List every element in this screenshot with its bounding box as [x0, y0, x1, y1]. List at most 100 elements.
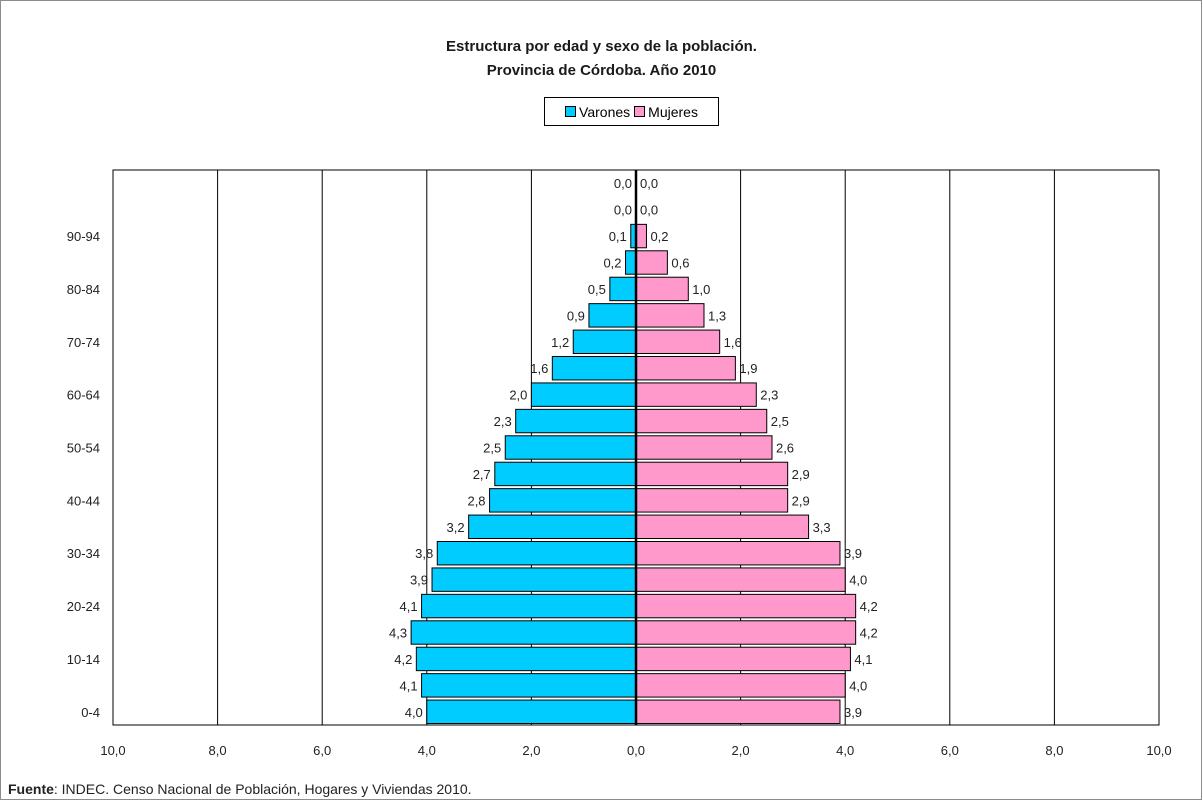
- label-males-40-44: 2,8: [467, 493, 485, 508]
- label-males-65-69: 1,6: [530, 361, 548, 376]
- label-males-100+: 0,0: [614, 176, 632, 191]
- x-tick-label: 2,0: [522, 743, 540, 758]
- source-text: : INDEC. Censo Nacional de Población, Ho…: [53, 781, 472, 797]
- bar-females-40-44: [635, 488, 789, 513]
- bar-males-60-64: [530, 382, 637, 407]
- bar-females-80-84: [635, 276, 689, 302]
- label-males-95-99: 0,0: [614, 203, 632, 218]
- x-tick-label: 10,0: [100, 743, 125, 758]
- label-males-85-89: 0,2: [603, 256, 621, 271]
- bar-males-80-84: [609, 276, 637, 302]
- label-males-45-49: 2,7: [473, 467, 491, 482]
- legend: Varones Mujeres: [544, 97, 719, 126]
- bar-females-0-4: [635, 699, 841, 724]
- label-females-90-94: 0,2: [650, 229, 668, 244]
- bar-males-15-19: [410, 620, 637, 645]
- bar-females-15-19: [635, 620, 857, 645]
- label-males-90-94: 0,1: [609, 229, 627, 244]
- bar-males-20-24: [421, 593, 637, 619]
- label-females-40-44: 2,9: [792, 493, 810, 508]
- y-category-label: 40-44: [67, 493, 100, 508]
- label-males-35-39: 3,2: [447, 520, 465, 535]
- bar-females-45-49: [635, 461, 789, 487]
- label-females-55-59: 2,5: [771, 414, 789, 429]
- bar-females-25-29: [635, 567, 846, 592]
- legend-label-males: Varones: [579, 103, 631, 120]
- label-females-65-69: 1,9: [739, 361, 757, 376]
- label-females-20-24: 4,2: [860, 599, 878, 614]
- y-category-label: 30-34: [67, 546, 100, 561]
- chart-title-line2: Provincia de Córdoba. Año 2010: [486, 62, 717, 79]
- bar-males-45-49: [494, 461, 637, 487]
- bar-females-10-14: [635, 646, 851, 672]
- label-males-55-59: 2,3: [494, 414, 512, 429]
- x-tick-label: 6,0: [941, 743, 959, 758]
- bar-females-85-89: [635, 250, 668, 275]
- bar-females-50-54: [635, 435, 773, 460]
- label-males-60-64: 2,0: [509, 388, 527, 403]
- x-tick-label: 8,0: [209, 743, 227, 758]
- chart-title-line1: Estructura por edad y sexo de la poblaci…: [446, 38, 757, 55]
- bar-females-60-64: [635, 382, 757, 407]
- x-tick-label: 8,0: [1045, 743, 1063, 758]
- source-note: Fuente: INDEC. Censo Nacional de Poblaci…: [8, 781, 472, 797]
- bar-females-90-94: [635, 223, 647, 249]
- label-females-50-54: 2,6: [776, 441, 794, 456]
- legend-item-females: Mujeres: [634, 104, 698, 120]
- x-tick-label: 4,0: [836, 743, 854, 758]
- bar-males-55-59: [515, 408, 637, 434]
- bar-males-70-74: [572, 329, 637, 355]
- label-males-20-24: 4,1: [399, 599, 417, 614]
- label-females-0-4: 3,9: [844, 705, 862, 720]
- bar-females-70-74: [635, 329, 721, 355]
- bar-males-40-44: [489, 488, 637, 513]
- label-females-95-99: 0,0: [640, 203, 658, 218]
- x-tick-label: 0,0: [627, 743, 645, 758]
- x-tick-label: 10,0: [1146, 743, 1171, 758]
- y-category-label: 70-74: [67, 335, 100, 350]
- bar-females-30-34: [635, 541, 841, 566]
- bar-females-75-79: [635, 303, 705, 328]
- label-males-15-19: 4,3: [389, 626, 407, 641]
- label-females-25-29: 4,0: [849, 573, 867, 588]
- bar-males-5-9: [421, 673, 637, 698]
- source-label: Fuente: [8, 781, 54, 797]
- label-females-100+: 0,0: [640, 176, 658, 191]
- label-males-25-29: 3,9: [410, 573, 428, 588]
- label-females-35-39: 3,3: [813, 520, 831, 535]
- x-tick-label: 2,0: [732, 743, 750, 758]
- y-category-label: 20-24: [67, 599, 100, 614]
- label-males-10-14: 4,2: [394, 652, 412, 667]
- bar-females-20-24: [635, 593, 857, 619]
- label-females-75-79: 1,3: [708, 308, 726, 323]
- label-females-85-89: 0,6: [671, 256, 689, 271]
- y-category-label: 60-64: [67, 388, 100, 403]
- bar-males-75-79: [588, 303, 637, 328]
- label-females-45-49: 2,9: [792, 467, 810, 482]
- label-females-10-14: 4,1: [854, 652, 872, 667]
- legend-item-males: Varones: [565, 104, 630, 120]
- bar-males-65-69: [551, 356, 637, 381]
- bar-males-85-89: [625, 250, 637, 275]
- x-tick-label: 6,0: [313, 743, 331, 758]
- legend-swatch-males: [565, 106, 577, 117]
- bar-females-35-39: [635, 514, 810, 539]
- bar-males-10-14: [415, 646, 637, 672]
- label-females-60-64: 2,3: [760, 388, 778, 403]
- y-category-label: 90-94: [67, 229, 100, 244]
- label-males-30-34: 3,8: [415, 546, 433, 561]
- bar-females-5-9: [635, 673, 846, 698]
- y-category-label: 10-14: [67, 652, 100, 667]
- bar-males-30-34: [436, 541, 637, 566]
- bar-males-0-4: [426, 699, 637, 724]
- label-females-5-9: 4,0: [849, 678, 867, 693]
- bar-males-50-54: [504, 435, 637, 460]
- y-category-label: 0-4: [81, 705, 100, 720]
- bar-females-55-59: [635, 408, 768, 434]
- label-males-50-54: 2,5: [483, 441, 501, 456]
- y-category-label: 80-84: [67, 282, 100, 297]
- label-males-5-9: 4,1: [399, 678, 417, 693]
- legend-label-females: Mujeres: [648, 103, 698, 120]
